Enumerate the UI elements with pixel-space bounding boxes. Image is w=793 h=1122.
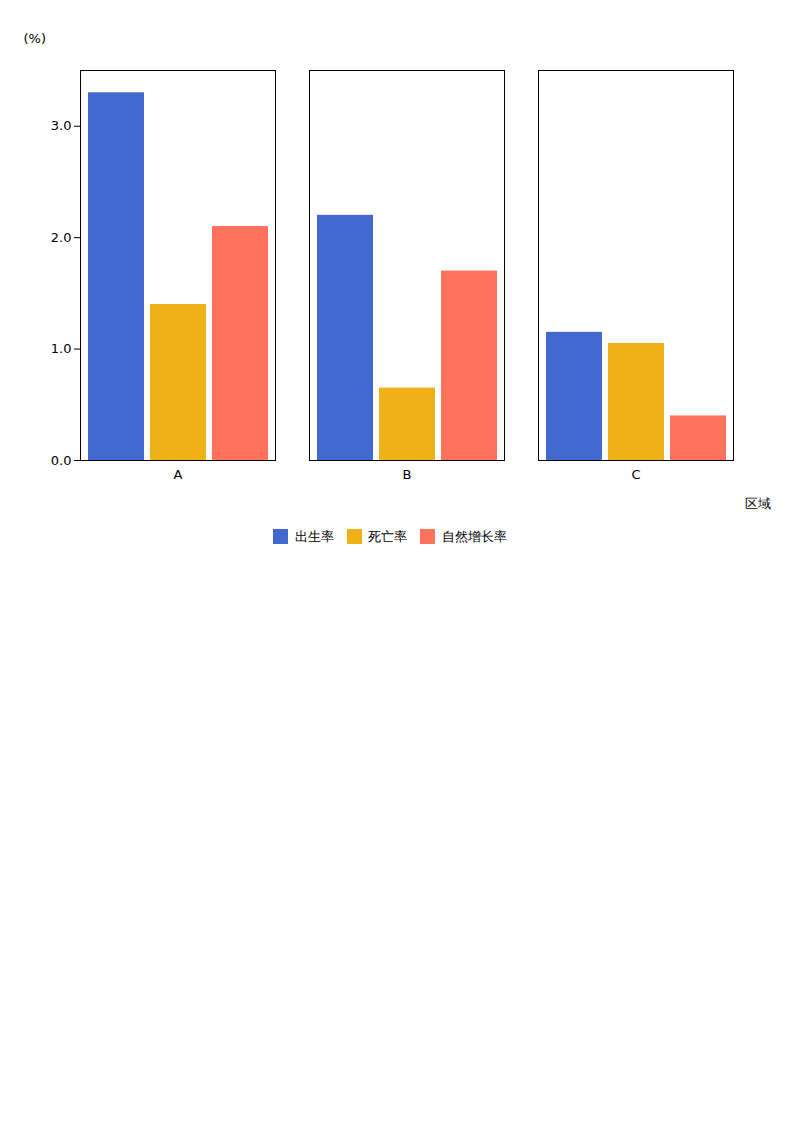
svg-text:(%): (%) [24, 31, 47, 46]
html-text:出生率: 出生率 [294, 528, 334, 544]
svg-text:1.0: 1.0 [51, 341, 72, 356]
svg-text:C: C [631, 467, 640, 482]
svg-text:0.0: 0.0 [51, 453, 72, 468]
svg-text:区域: 区域 [745, 496, 771, 511]
svg-text:2.0: 2.0 [51, 230, 72, 245]
svg-text:3.0: 3.0 [51, 118, 72, 133]
svg-text:B: B [403, 467, 412, 482]
svg-text:A: A [174, 467, 183, 482]
html-text:自然增长率: 自然增长率 [441, 528, 507, 544]
html-text:死亡率: 死亡率 [368, 528, 408, 544]
